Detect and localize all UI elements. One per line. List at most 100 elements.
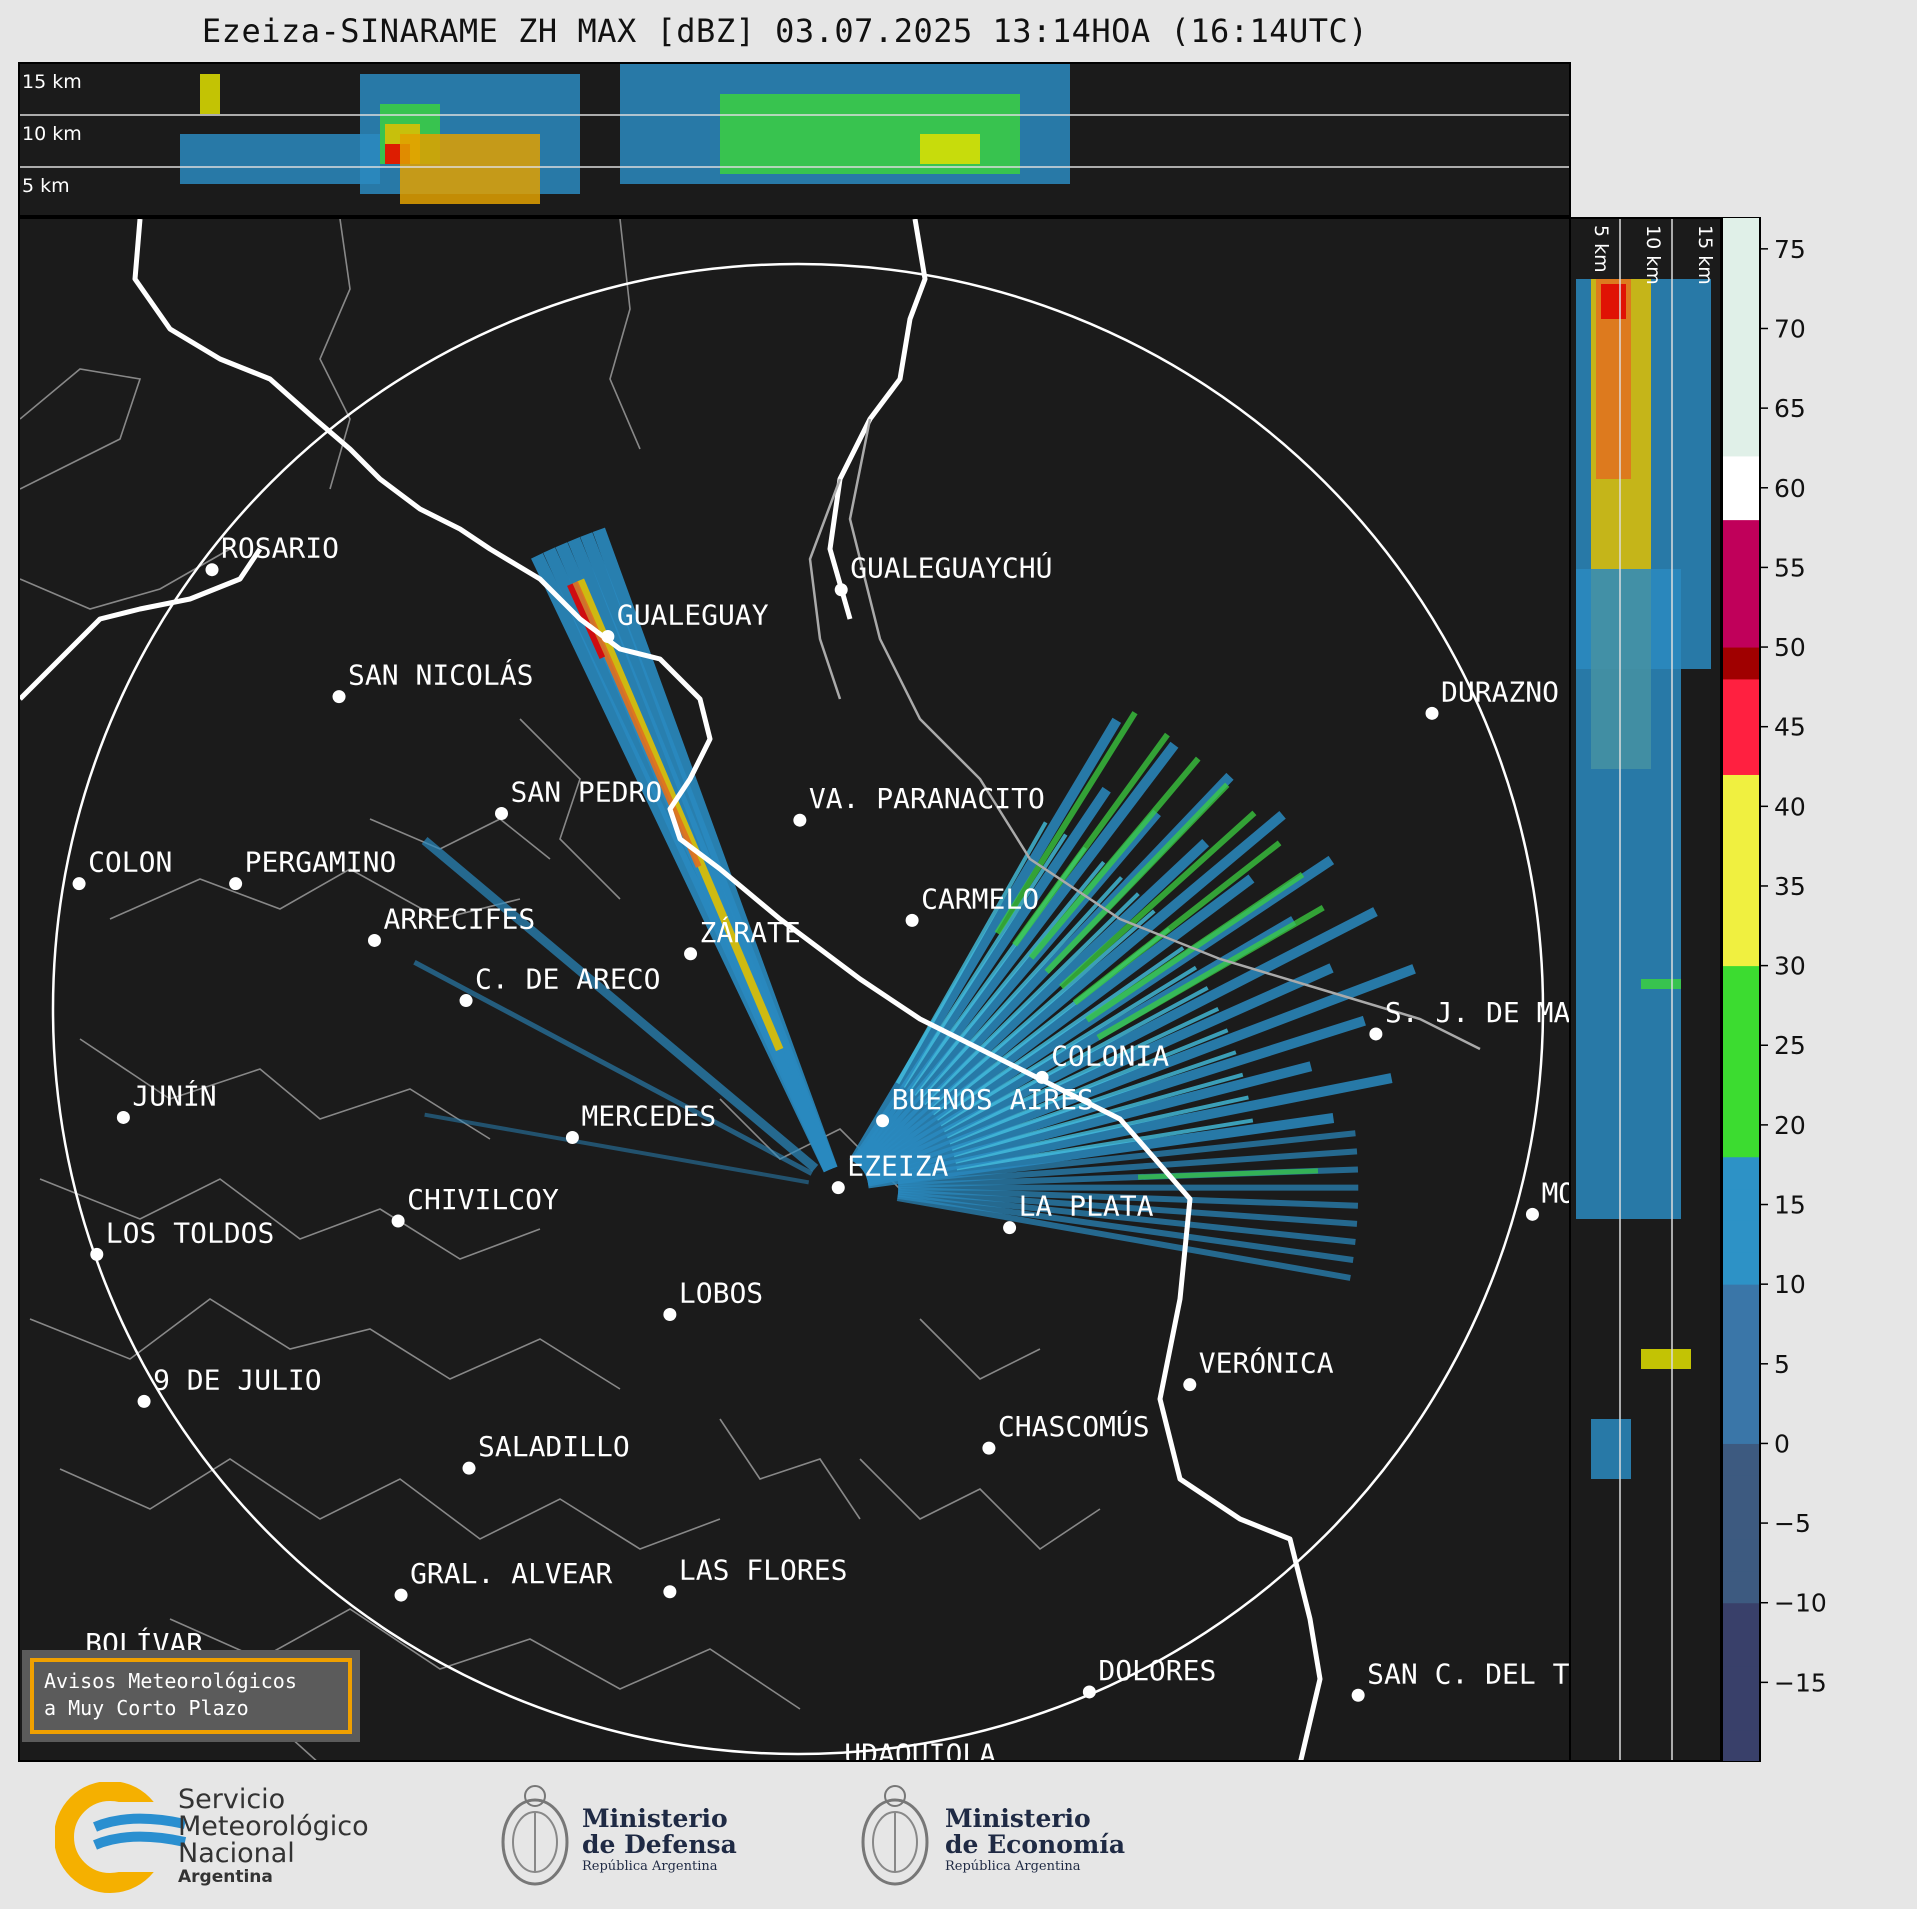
side-height-label-10: 10 km (1642, 225, 1664, 285)
colorbar-tick-label: 75 (1774, 235, 1806, 264)
city-marker[interactable]: ZÁRATE (684, 915, 801, 961)
colorbar-band (1722, 806, 1760, 839)
smn-logo-text: Servicio Meteorológico Nacional Argentin… (178, 1786, 369, 1887)
echo-ray (935, 946, 1185, 1121)
economia-line-2: de Economía (945, 1830, 1126, 1859)
city-dot (876, 1114, 890, 1128)
echo-ray (955, 1095, 1249, 1164)
radar-map-svg[interactable]: ROSARIO GUALEGUAYCHÚ GUALEGUAY SAN NICOLÁS D… (20, 219, 1571, 1762)
colorbar-band (1722, 965, 1760, 998)
city-marker[interactable]: CHIVILCOY (391, 1183, 559, 1228)
echo-ray (424, 1112, 810, 1185)
city-marker[interactable]: SAN NICOLÁS (332, 658, 534, 704)
city-dot (793, 813, 807, 827)
colorbar-band (1722, 1124, 1760, 1158)
colorbar-band (1722, 264, 1760, 298)
colorbar-band (1722, 1730, 1760, 1762)
colorbar-band (1722, 1666, 1760, 1699)
top-echo (200, 74, 220, 114)
city-marker[interactable]: SAN C. DEL TUYÚ (1351, 1656, 1571, 1702)
city-marker[interactable]: GRAL. ALVEAR (394, 1557, 613, 1602)
colorbar-band (1722, 1220, 1760, 1253)
city-marker[interactable]: LAS FLORES (663, 1554, 847, 1599)
city-marker[interactable]: DOLORES (1082, 1654, 1217, 1699)
echo-ray (1085, 871, 1305, 1023)
city-dot (229, 877, 243, 891)
colorbar-frame (1722, 217, 1761, 1762)
echo-ray (531, 552, 836, 1173)
range-ring (51, 262, 1545, 1756)
city-dot (684, 947, 698, 961)
echo-ray (413, 960, 813, 1176)
city-layer[interactable]: ROSARIO GUALEGUAYCHÚ GUALEGUAY SAN NICOLÁS D… (69, 532, 1571, 1762)
aviso-box[interactable]: Avisos Meteorológicos a Muy Corto Plazo (22, 1650, 360, 1742)
smn-line-2: Meteorológico (178, 1811, 369, 1842)
echo-ray (901, 833, 1068, 1088)
echo-ray (867, 1113, 1335, 1189)
city-marker[interactable]: MONTEVIDEO (1525, 1176, 1571, 1221)
city-marker[interactable]: SALADILLO (462, 1430, 630, 1475)
city-label: SAN NICOLÁS (348, 658, 533, 692)
city-dot (137, 1394, 151, 1408)
echo-ray (864, 964, 1416, 1182)
radar-map-panel[interactable]: ROSARIO GUALEGUAYCHÚ GUALEGUAY SAN NICOLÁS D… (18, 217, 1571, 1762)
echo-ray (866, 1061, 1313, 1185)
city-marker[interactable]: LOBOS (663, 1277, 763, 1322)
city-label: GRAL. ALVEAR (410, 1557, 612, 1590)
city-marker[interactable]: DURAZNO (1425, 675, 1560, 720)
city-label: DOLORES (1098, 1654, 1216, 1687)
city-marker[interactable]: CHASCOMÚS (982, 1409, 1150, 1455)
city-marker[interactable]: PERGAMINO (229, 846, 396, 891)
echo-ray (945, 1006, 1220, 1139)
city-marker[interactable]: LA PLATA (1003, 1190, 1154, 1235)
colorbar-band (1722, 1698, 1760, 1731)
aviso-box-inner[interactable]: Avisos Meteorológicos a Muy Corto Plazo (30, 1658, 352, 1734)
city-marker[interactable]: VA. PARANACITO (793, 782, 1045, 827)
city-dot (1369, 1027, 1383, 1041)
echo-ray (897, 1190, 1356, 1245)
city-marker[interactable]: UDAQUIOLA (829, 1737, 996, 1762)
colorbar-tick-label: 0 (1774, 1429, 1790, 1458)
city-marker[interactable]: GUALEGUAY (601, 599, 769, 644)
city-marker[interactable]: CARMELO (905, 882, 1040, 927)
city-marker[interactable]: COLONIA (1035, 1039, 1170, 1084)
city-marker[interactable]: C. DE ARECO (459, 963, 661, 1008)
echo-ray (897, 1148, 1358, 1187)
city-dot (1183, 1378, 1197, 1392)
city-label: MONTEVIDEO (1541, 1176, 1571, 1209)
echo-ray (994, 711, 1138, 935)
river-layer (808, 418, 1481, 1051)
city-marker[interactable]: ARRECIFES (367, 902, 535, 947)
city-label: S. J. DE MAYO (1385, 996, 1571, 1029)
city-dot (834, 583, 848, 597)
colorbar-band (1722, 1443, 1760, 1476)
city-marker[interactable]: ROSARIO (205, 532, 340, 577)
colorbar-tick-label: 15 (1774, 1191, 1806, 1220)
city-marker[interactable]: JUNÍN (116, 1078, 217, 1124)
echo-ray (898, 1186, 1359, 1209)
city-marker[interactable]: BUENOS AIRES (876, 1083, 1094, 1128)
city-dot (905, 913, 919, 927)
colorbar-bands (1722, 217, 1760, 1762)
colorbar-tick-label: −15 (1774, 1668, 1827, 1697)
city-marker[interactable]: VERÓNICA (1183, 1346, 1334, 1392)
city-marker[interactable]: COLON (72, 846, 173, 891)
colorbar-band (1722, 232, 1760, 266)
city-marker[interactable]: 9 DE JULIO (137, 1363, 322, 1408)
aviso-line-2: a Muy Corto Plazo (44, 1696, 249, 1720)
city-marker[interactable]: EZEIZA (831, 1150, 949, 1195)
colorbar-tick-label: 5 (1774, 1350, 1790, 1379)
side-echo (1576, 569, 1681, 1219)
city-marker[interactable]: GUALEGUAYCHÚ (834, 551, 1053, 597)
top-echo-layer (180, 64, 1070, 204)
city-marker[interactable]: LOS TOLDOS (90, 1216, 274, 1261)
city-marker[interactable]: S. J. DE MAYO (1369, 996, 1571, 1041)
city-marker[interactable]: MERCEDES (565, 1100, 716, 1145)
colorbar-band (1722, 1061, 1760, 1094)
top-echo (400, 134, 540, 204)
city-label: SAN C. DEL TUYÚ (1367, 1656, 1571, 1690)
side-echo-layer (1576, 279, 1711, 1479)
city-marker[interactable]: SAN PEDRO (495, 776, 662, 821)
city-dot (663, 1585, 677, 1599)
